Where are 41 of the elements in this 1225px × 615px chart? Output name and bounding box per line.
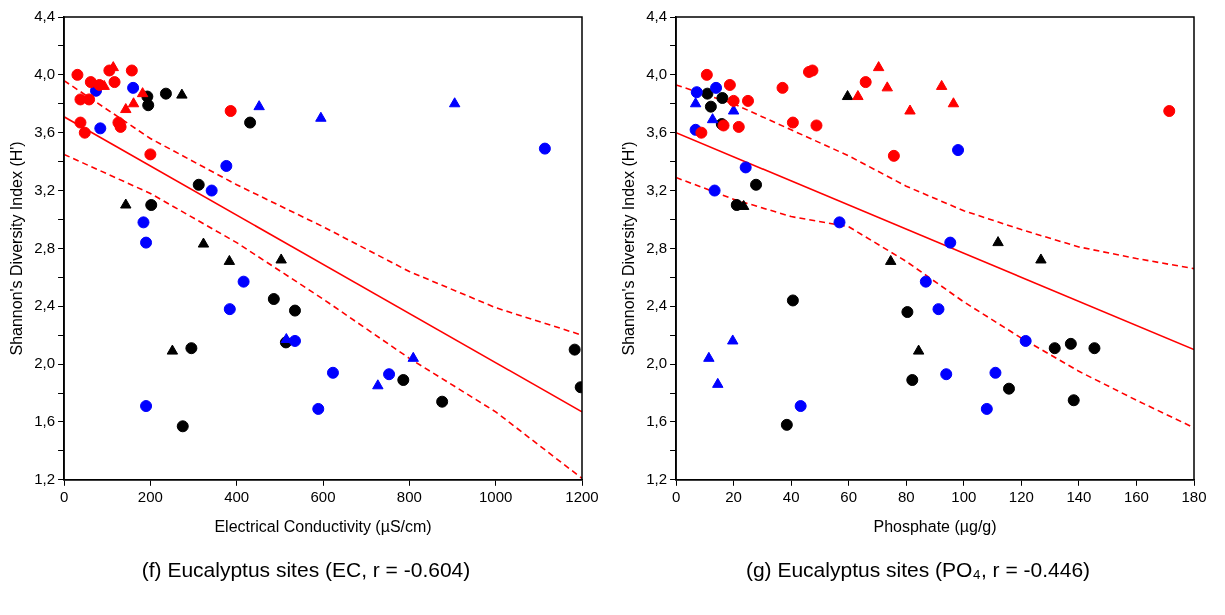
y-tick-label: 3,2 <box>646 180 668 198</box>
text: (f) Eucalyptus sites (EC, r = -0.604) <box>140 558 472 582</box>
x-tick-label: 1000 <box>478 487 513 505</box>
y-tick-label: 4,4 <box>34 7 56 25</box>
x-tick-label: 180 <box>1181 487 1207 505</box>
y-tick-label: 2,8 <box>34 238 56 256</box>
y-tick-label: 2,4 <box>646 296 668 314</box>
y-tick-label: 3,2 <box>34 180 56 198</box>
x-tick-label: 0 <box>59 487 69 505</box>
y-tick-label: 2,8 <box>646 238 668 256</box>
x-tick-label: 400 <box>224 487 250 505</box>
x-tick-label: 200 <box>137 487 163 505</box>
y-tick-label: 3,6 <box>646 122 668 140</box>
x-tick-label: 40 <box>782 487 800 505</box>
y-tick-label: 1,6 <box>34 412 56 430</box>
x-tick-label: 140 <box>1066 487 1092 505</box>
x-tick-label: 80 <box>897 487 915 505</box>
y-axis-title: Shannon's Diversity Index (H') <box>620 141 638 356</box>
y-tick-label: 1,2 <box>34 469 56 487</box>
y-tick-label: 2,0 <box>34 354 56 372</box>
text: (g) Eucalyptus sites (PO₄, r = -0.446) <box>744 558 1092 582</box>
x-tick-label: 800 <box>396 487 422 505</box>
x-tick-label: 160 <box>1123 487 1149 505</box>
y-tick-label: 1,6 <box>646 412 668 430</box>
y-tick-label: 3,6 <box>34 122 56 140</box>
x-tick-label: 0 <box>671 487 681 505</box>
y-tick-label: 4,0 <box>646 64 668 82</box>
y-axis-title: Shannon's Diversity Index (H') <box>8 141 26 356</box>
x-tick-label: 20 <box>725 487 742 505</box>
x-axis-title: Electrical Conductivity (µS/cm) <box>214 517 432 535</box>
y-tick-label: 4,0 <box>34 64 56 82</box>
x-tick-label: 600 <box>310 487 336 505</box>
y-tick-label: 4,4 <box>646 7 668 25</box>
x-tick-label: 120 <box>1008 487 1034 505</box>
x-tick-label: 1200 <box>565 487 599 505</box>
y-tick-label: 2,4 <box>34 296 56 314</box>
y-tick-label: 2,0 <box>646 354 668 372</box>
x-axis-title: Phosphate (µg/g) <box>873 517 997 535</box>
y-tick-label: 1,2 <box>646 469 668 487</box>
x-tick-label: 60 <box>840 487 858 505</box>
x-tick-label: 100 <box>951 487 977 505</box>
